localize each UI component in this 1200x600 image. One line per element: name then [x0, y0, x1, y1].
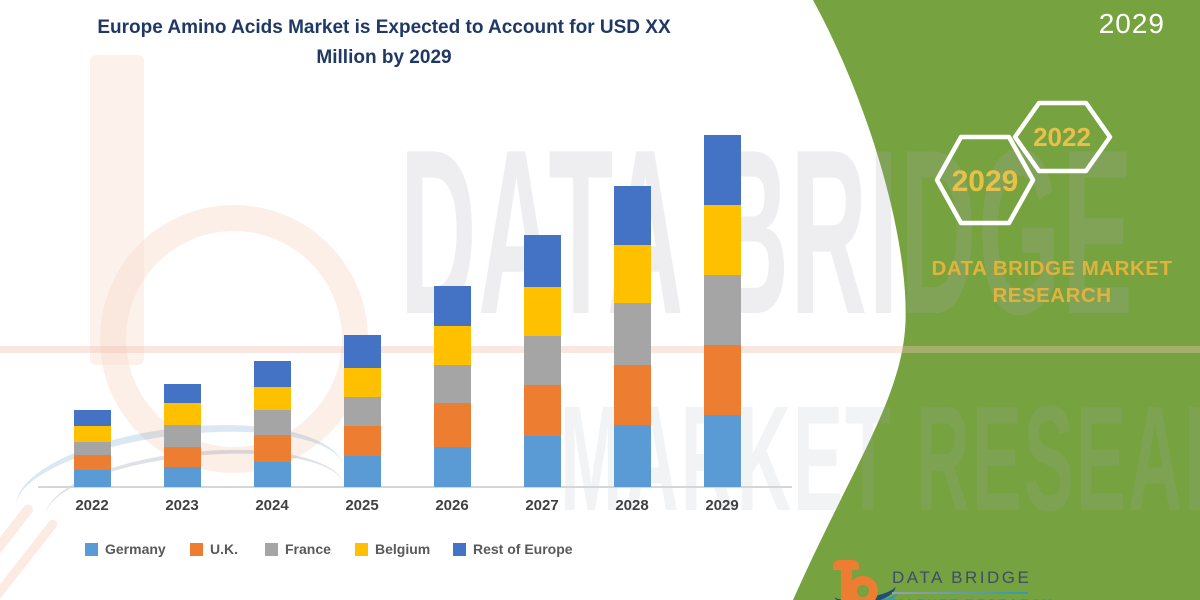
side-panel-brand-text: DATA BRIDGE MARKET RESEARCH: [922, 255, 1182, 309]
legend-swatch-icon: [190, 542, 203, 556]
bar-segment-france: [163, 425, 201, 447]
stacked-bar-2023: [163, 384, 201, 487]
bar-segment-u-k-: [343, 426, 381, 456]
bar-segment-u-k-: [163, 447, 201, 467]
bar-segment-rest-of-europe: [253, 361, 291, 387]
bar-segment-france: [523, 336, 561, 385]
stacked-bar-2027: [523, 235, 561, 487]
footer-sub-text-clipped: MARKET RESEARCH: [892, 595, 1092, 600]
x-axis-label-2026: 2026: [435, 497, 469, 514]
bar-segment-france: [343, 397, 381, 426]
x-axis-label-2025: 2025: [345, 497, 379, 514]
bar-segment-france: [703, 275, 741, 345]
side-panel-brand-line2: RESEARCH: [992, 284, 1112, 307]
bar-segment-u-k-: [613, 365, 651, 425]
x-axis-label-2023: 2023: [165, 497, 199, 514]
bar-segment-rest-of-europe: [523, 235, 561, 287]
logo-b-icon: [848, 576, 878, 600]
x-axis-line: [38, 486, 792, 488]
legend-item-france: France: [265, 541, 331, 557]
top-right-year-label: 2029: [1098, 8, 1165, 39]
bar-segment-france: [613, 303, 651, 365]
bar-segment-belgium: [523, 287, 561, 336]
bar-segment-rest-of-europe: [433, 286, 471, 326]
bar-segment-germany: [253, 462, 291, 487]
bar-segment-belgium: [343, 368, 381, 397]
x-axis-label-2028: 2028: [615, 497, 649, 514]
bar-segment-u-k-: [703, 345, 741, 415]
footer-underline: [892, 592, 1028, 594]
legend-label: France: [285, 541, 331, 557]
legend-label: U.K.: [210, 541, 238, 557]
bar-segment-belgium: [73, 426, 111, 442]
bar-segment-germany: [433, 447, 471, 487]
stacked-bar-2025: [343, 335, 381, 487]
legend-label: Germany: [105, 541, 166, 557]
bar-segment-rest-of-europe: [163, 384, 201, 403]
chart-title-line1: Europe Amino Acids Market is Expected to…: [97, 17, 671, 38]
stacked-bar-2022: [73, 410, 111, 487]
bar-segment-rest-of-europe: [73, 410, 111, 426]
legend-label: Rest of Europe: [473, 541, 573, 557]
x-axis-label-2024: 2024: [255, 497, 289, 514]
bar-segment-belgium: [433, 326, 471, 365]
bar-segment-rest-of-europe: [613, 186, 651, 245]
bar-segment-france: [433, 365, 471, 403]
legend-item-u-k-: U.K.: [190, 541, 238, 557]
bar-segment-rest-of-europe: [703, 135, 741, 205]
bar-segment-germany: [613, 425, 651, 487]
bar-segment-rest-of-europe: [343, 335, 381, 368]
bar-segment-u-k-: [433, 403, 471, 447]
bar-segment-belgium: [703, 205, 741, 275]
bar-segment-germany: [73, 470, 111, 487]
stacked-bar-2029: [703, 135, 741, 487]
legend-item-germany: Germany: [85, 541, 166, 557]
legend-item-belgium: Belgium: [355, 541, 430, 557]
footer-logo: DATA BRIDGE MARKET RESEARCH: [830, 556, 1190, 600]
stacked-bar-2024: [253, 361, 291, 487]
legend-label: Belgium: [375, 541, 431, 557]
legend-swatch-icon: [265, 542, 278, 556]
bar-segment-germany: [523, 436, 561, 487]
pink-band-watermark: [0, 346, 1200, 353]
footer-sub-text: MARKET RESEARCH: [892, 596, 1054, 600]
x-axis-label-2029: 2029: [705, 497, 739, 514]
stacked-bar-2028: [613, 186, 651, 487]
logo-b-icon: [841, 562, 852, 600]
x-axis-label-2027: 2027: [525, 497, 559, 514]
bar-segment-u-k-: [523, 385, 561, 436]
bar-segment-france: [73, 442, 111, 455]
bar-segment-germany: [163, 467, 201, 487]
bar-segment-u-k-: [73, 455, 111, 470]
bar-segment-belgium: [613, 245, 651, 303]
bar-segment-belgium: [253, 387, 291, 410]
bar-segment-france: [253, 410, 291, 435]
footer-brand-text: DATA BRIDGE: [892, 568, 1032, 587]
legend-swatch-icon: [355, 542, 368, 556]
bar-segment-germany: [703, 415, 741, 487]
bar-segment-germany: [343, 456, 381, 487]
chart-title: Europe Amino Acids Market is Expected to…: [58, 13, 710, 73]
legend-swatch-icon: [453, 542, 466, 556]
bar-segment-belgium: [163, 403, 201, 425]
legend-swatch-icon: [85, 542, 98, 556]
x-axis-label-2022: 2022: [75, 497, 109, 514]
chart-title-line2: Million by 2029: [316, 47, 452, 68]
bar-segment-u-k-: [253, 435, 291, 462]
legend-item-rest-of-europe: Rest of Europe: [453, 541, 573, 557]
stacked-bar-2026: [433, 286, 471, 487]
side-panel-brand-line1: DATA BRIDGE MARKET: [931, 257, 1173, 280]
